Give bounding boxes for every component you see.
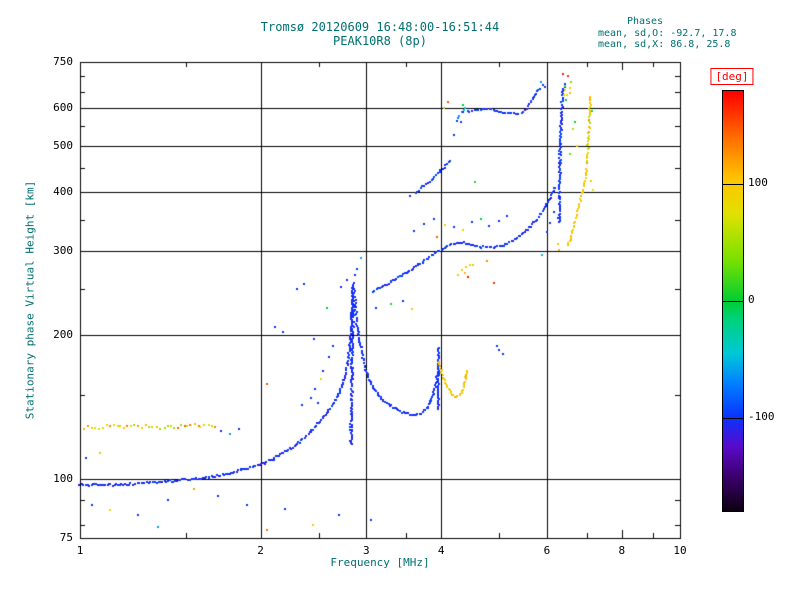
y-tick-label: 200 [53, 328, 73, 342]
y-axis-label: Stationary phase Virtual Height [km] [23, 180, 37, 420]
x-axis-label: Frequency [MHz] [330, 556, 430, 569]
x-tick-label: 8 [618, 544, 626, 557]
x-tick-label: 10 [673, 544, 687, 557]
x-tick-label: 2 [257, 544, 264, 557]
colorbar-tick [723, 301, 743, 302]
x-tick-label: 4 [437, 544, 445, 557]
colorbar-tick-label: 0 [748, 293, 755, 306]
plot-subtitle: PEAK10R8 (8p) [333, 34, 427, 48]
phases-title: Phases [626, 16, 664, 27]
x-tick-label: 1 [76, 544, 84, 557]
x-tick-label: 3 [362, 544, 370, 557]
y-tick-label: 300 [53, 244, 73, 258]
colorbar-tick-label: -100 [748, 409, 775, 423]
phases-mean-o: mean, sd,O: -92.7, 17.8 [598, 28, 737, 39]
x-tick-label: 6 [543, 544, 551, 557]
y-tick-label: 400 [53, 184, 73, 198]
plot-title: Tromsø 20120609 16:48:00-16:51:44 [260, 20, 500, 34]
phases-mean-x: mean, sd,X: 86.8, 25.8 [598, 39, 731, 50]
y-tick-label: 750 [53, 55, 73, 68]
colorbar-tick [723, 184, 743, 186]
phase-colorbar [722, 90, 744, 512]
colorbar-unit-label: [deg] [710, 68, 754, 85]
colorbar-tick-label: 100 [748, 176, 768, 190]
y-tick-label: 75 [59, 531, 73, 544]
y-tick-label: 100 [53, 471, 73, 485]
colorbar-tick [723, 417, 743, 419]
y-tick-label: 600 [53, 101, 73, 115]
y-tick-label: 500 [53, 138, 73, 152]
